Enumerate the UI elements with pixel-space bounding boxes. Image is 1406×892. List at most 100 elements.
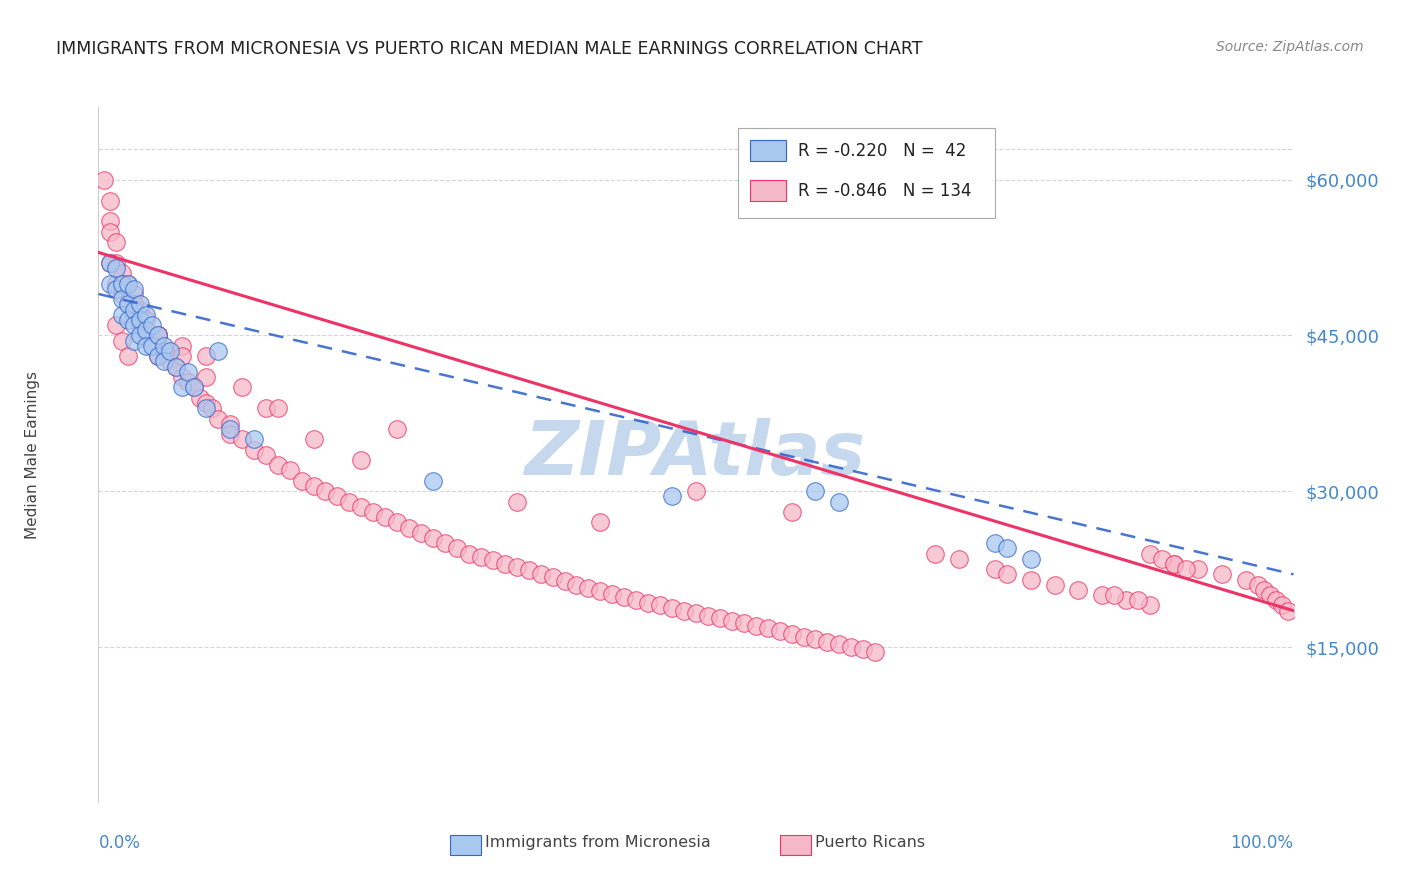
Point <box>1175 562 1198 576</box>
Point <box>1128 593 1150 607</box>
Text: R = -0.846   N = 134: R = -0.846 N = 134 <box>797 182 972 200</box>
Point <box>995 567 1018 582</box>
Point <box>194 401 218 416</box>
Point <box>105 282 128 296</box>
Point <box>565 578 588 592</box>
Point <box>852 642 875 657</box>
Point <box>219 417 242 431</box>
Point <box>267 401 290 416</box>
Point <box>1019 573 1042 587</box>
Point <box>721 614 744 628</box>
Point <box>111 308 134 322</box>
Text: 0.0%: 0.0% <box>98 834 141 852</box>
Point <box>124 308 146 322</box>
Point <box>231 433 253 447</box>
Point <box>1043 578 1066 592</box>
Point <box>804 484 827 499</box>
Point <box>135 308 157 322</box>
Text: ZIPAtlas: ZIPAtlas <box>526 418 866 491</box>
Point <box>153 339 176 353</box>
Point <box>267 458 290 473</box>
Point <box>709 611 731 625</box>
Point <box>529 567 551 582</box>
Point <box>254 401 277 416</box>
Point <box>111 266 134 280</box>
Point <box>172 339 194 353</box>
Point <box>302 433 325 447</box>
Point <box>1067 582 1090 597</box>
Point <box>111 334 134 348</box>
Point <box>219 427 242 442</box>
Point <box>948 551 970 566</box>
Point <box>254 448 277 462</box>
Point <box>780 505 803 519</box>
Point <box>1234 573 1257 587</box>
Point <box>129 318 152 332</box>
FancyBboxPatch shape <box>749 180 786 201</box>
Point <box>350 500 373 514</box>
Point <box>219 422 242 436</box>
Point <box>207 411 229 425</box>
Point <box>828 494 851 508</box>
Point <box>165 359 187 374</box>
Point <box>602 587 624 601</box>
Point <box>177 365 200 379</box>
Point <box>1271 599 1294 613</box>
Point <box>148 328 170 343</box>
Point <box>98 225 122 239</box>
Point <box>661 490 683 504</box>
Point <box>422 474 444 488</box>
Point <box>446 541 468 556</box>
Point <box>398 520 420 534</box>
Point <box>98 256 122 270</box>
Point <box>148 328 170 343</box>
Point <box>159 344 181 359</box>
Point <box>506 560 529 574</box>
Point <box>1150 551 1173 566</box>
Point <box>124 334 146 348</box>
Text: R = -0.220   N =  42: R = -0.220 N = 42 <box>797 142 966 160</box>
Point <box>1163 557 1185 571</box>
Point <box>111 277 134 291</box>
Point <box>172 349 194 363</box>
Point <box>517 563 540 577</box>
Point <box>458 547 481 561</box>
Point <box>780 626 803 640</box>
Point <box>1139 547 1161 561</box>
Point <box>576 581 599 595</box>
Point <box>385 516 409 530</box>
Point <box>1264 593 1286 607</box>
Point <box>98 277 122 291</box>
Point <box>589 516 612 530</box>
Point <box>243 433 266 447</box>
Point <box>291 474 314 488</box>
Point <box>541 570 564 584</box>
Point <box>117 277 139 291</box>
Text: Source: ZipAtlas.com: Source: ZipAtlas.com <box>1216 40 1364 54</box>
Point <box>117 313 139 327</box>
Point <box>804 632 827 646</box>
Point <box>124 287 146 301</box>
Point <box>207 344 229 359</box>
Point <box>756 621 779 635</box>
Point <box>1115 593 1137 607</box>
Point <box>124 297 146 311</box>
Point <box>153 344 176 359</box>
Point <box>494 557 516 571</box>
Point <box>589 584 612 599</box>
Point <box>98 194 122 208</box>
Point <box>733 616 755 631</box>
Point <box>201 401 224 416</box>
Point <box>111 277 134 291</box>
Point <box>188 391 211 405</box>
Point <box>148 349 170 363</box>
Point <box>1246 578 1268 592</box>
Point <box>148 328 170 343</box>
Point <box>673 604 696 618</box>
Point <box>984 536 1007 550</box>
Point <box>315 484 337 499</box>
Point <box>117 277 139 291</box>
Point <box>117 349 139 363</box>
Point <box>148 349 170 363</box>
Point <box>165 359 187 374</box>
